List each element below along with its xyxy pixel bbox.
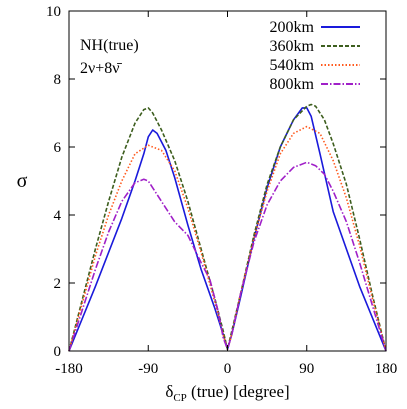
x-tick-label: 0 (224, 361, 232, 377)
plot-marks (68, 103, 387, 352)
axis-ticks: -180 -90 0 90 180 0 2 4 6 8 10 (46, 4, 397, 377)
x-tick-label: 180 (375, 361, 398, 377)
y-tick-label: 8 (54, 72, 62, 88)
legend-label: 800km (270, 76, 315, 93)
x-axis-label-delta: δ (165, 382, 173, 401)
legend-label: 540km (270, 57, 315, 74)
legend-label: 200km (270, 19, 315, 36)
x-axis-label: δCP (true) [degree] (165, 382, 289, 404)
y-tick-label: 0 (54, 344, 62, 360)
x-axis-label-rest: (true) [degree] (187, 382, 290, 401)
x-tick-label: -90 (138, 361, 158, 377)
annotation-runtime: 2ν+8ν̄ (80, 60, 122, 77)
y-axis-label: σ (17, 170, 28, 192)
annotation-hierarchy: NH(true) (80, 37, 139, 54)
y-tick-label: 10 (46, 4, 61, 20)
y-tick-label: 2 (54, 276, 62, 292)
y-tick-label: 6 (54, 140, 62, 156)
legend-label: 360km (270, 38, 315, 55)
x-tick-label: 90 (299, 361, 314, 377)
series-line-200km (68, 107, 387, 352)
legend: 200km 360km 540km 800km (270, 19, 360, 93)
y-tick-label: 4 (54, 208, 62, 224)
series-line-800km (68, 161, 387, 352)
x-tick-label: -180 (55, 361, 83, 377)
x-axis-label-sub: CP (173, 392, 186, 404)
